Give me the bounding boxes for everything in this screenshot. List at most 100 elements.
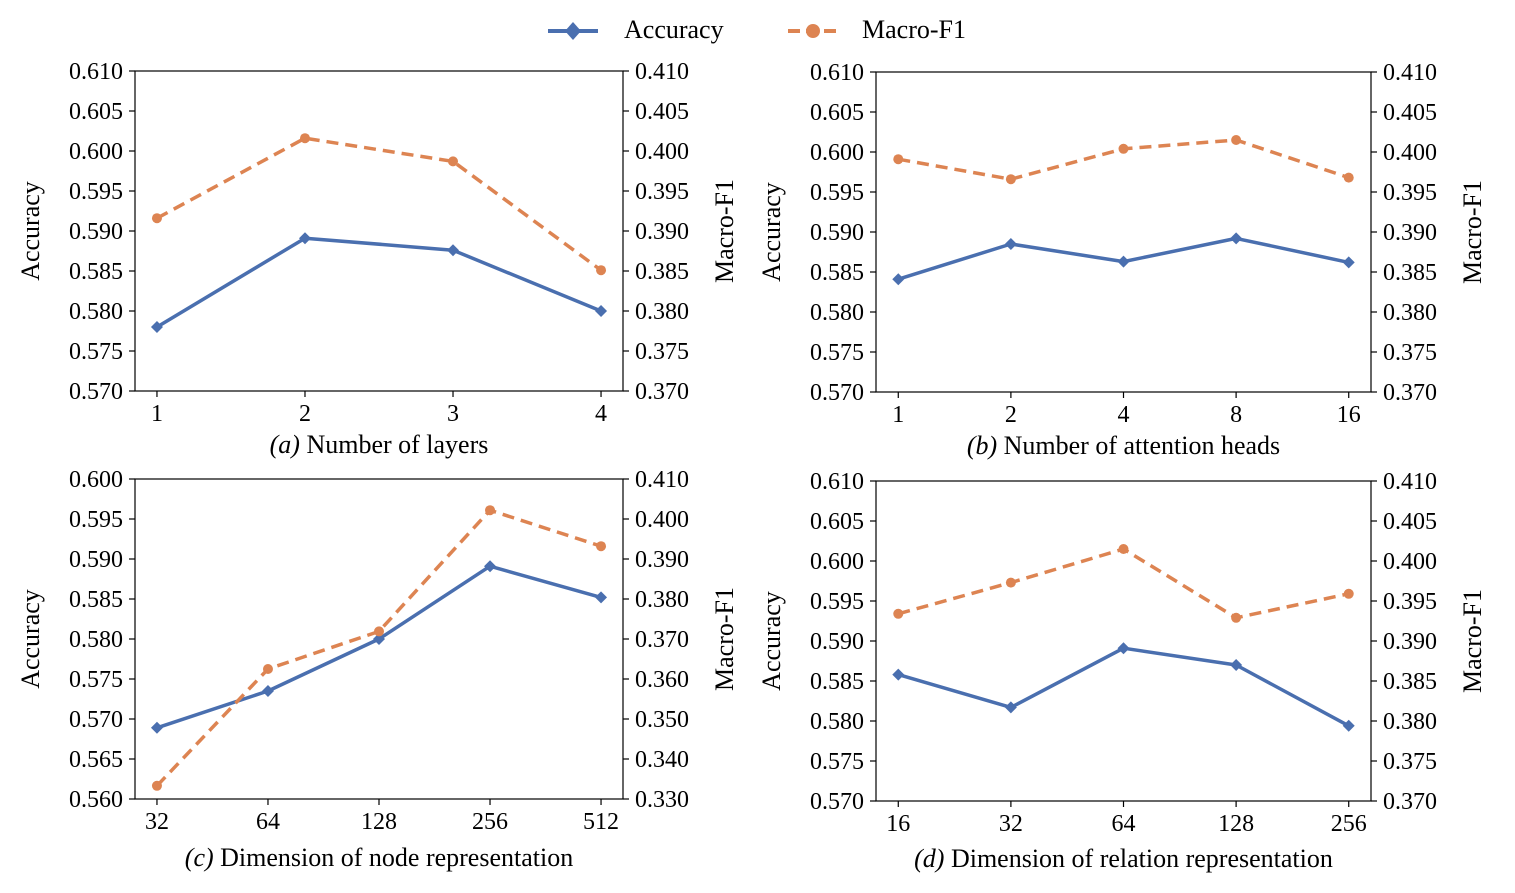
caption-title: Dimension of relation representation [944, 844, 1332, 873]
y-tick-label: 0.575 [810, 749, 864, 775]
y-tick-label: 0.580 [69, 627, 123, 653]
y-tick-label: 0.560 [69, 787, 123, 813]
macro-f1-point [1005, 577, 1016, 588]
y-tick-label: 0.590 [810, 220, 864, 246]
y2-tick-label: 0.375 [1383, 749, 1437, 775]
y2-tick-label: 0.395 [1383, 589, 1437, 615]
accuracy-point [1230, 659, 1243, 671]
y-tick-label: 0.570 [810, 380, 864, 406]
legend-accuracy-marker [565, 22, 581, 40]
y-axis-title: Accuracy [16, 589, 45, 689]
x-tick-label: 64 [256, 809, 280, 835]
y-tick-label: 0.590 [810, 629, 864, 655]
legend: Accuracy Macro-F1 [548, 15, 966, 44]
caption-title: Dimension of node representation [214, 843, 574, 872]
x-tick-label: 16 [886, 811, 910, 837]
x-tick-label: 1 [892, 402, 904, 428]
y2-tick-label: 0.380 [1383, 709, 1437, 735]
y2-tick-label: 0.375 [1383, 340, 1437, 366]
y-tick-label: 0.600 [69, 139, 123, 165]
x-tick-label: 2 [299, 401, 311, 427]
y-tick-label: 0.570 [69, 707, 123, 733]
macro-f1-point [448, 156, 459, 167]
y-tick-label: 0.590 [69, 547, 123, 573]
x-tick-label: 256 [1331, 811, 1367, 837]
caption-title: Number of layers [300, 430, 488, 459]
accuracy-point [298, 232, 311, 245]
macro-f1-line [156, 136, 603, 272]
accuracy-point [1117, 642, 1130, 655]
y2-tick-label: 0.375 [635, 339, 689, 365]
y2-tick-label: 0.370 [635, 627, 689, 653]
y2-tick-label: 0.400 [635, 507, 689, 533]
macro-f1-point [893, 608, 904, 619]
caption-prefix: (c) [185, 843, 214, 872]
panel-caption: (b) Number of attention heads [967, 431, 1280, 460]
y2-tick-label: 0.405 [1383, 100, 1437, 126]
y-tick-label: 0.595 [810, 180, 864, 206]
y2-tick-label: 0.400 [635, 139, 689, 165]
y2-tick-label: 0.370 [1383, 789, 1437, 815]
macro-f1-point [485, 505, 496, 516]
y2-tick-label: 0.410 [1383, 469, 1437, 495]
y-tick-label: 0.570 [810, 789, 864, 815]
y-tick-label: 0.605 [810, 100, 864, 126]
y2-axis-title: Macro-F1 [1458, 180, 1487, 284]
x-tick-label: 4 [1118, 402, 1130, 428]
y-tick-label: 0.595 [69, 179, 123, 205]
y-tick-label: 0.600 [810, 549, 864, 575]
macro-f1-point [1343, 588, 1354, 599]
accuracy-point [447, 244, 460, 257]
x-tick-label: 32 [999, 811, 1023, 837]
y-tick-label: 0.580 [69, 299, 123, 325]
legend-macro-label: Macro-F1 [862, 15, 966, 44]
macro-f1-line [897, 547, 1350, 620]
accuracy-point [1230, 232, 1243, 245]
y-tick-label: 0.595 [69, 507, 123, 533]
macro-f1-point [596, 541, 607, 552]
accuracy-point [150, 321, 163, 333]
y2-tick-label: 0.385 [635, 259, 689, 285]
accuracy-point [1342, 719, 1355, 732]
y2-tick-label: 0.350 [635, 707, 689, 733]
macro-f1-line [155, 508, 602, 788]
y2-tick-label: 0.405 [635, 99, 689, 125]
x-tick-label: 2 [1005, 402, 1017, 428]
x-tick-label: 32 [145, 809, 169, 835]
y2-tick-label: 0.390 [1383, 220, 1437, 246]
plot-frame [875, 480, 1372, 802]
accuracy-point [484, 560, 497, 573]
y2-tick-label: 0.410 [1383, 60, 1437, 86]
panel-d: 0.570 0.575 0.580 0.585 0.590 0.595 0.600 0.605… [757, 469, 1487, 873]
accuracy-point [595, 591, 608, 604]
accuracy-point [1004, 238, 1017, 250]
y2-tick-label: 0.410 [635, 59, 689, 85]
y-axis-title: Accuracy [16, 181, 45, 281]
accuracy-line [156, 564, 602, 730]
x-tick-label: 16 [1337, 402, 1361, 428]
y-tick-label: 0.580 [810, 709, 864, 735]
y2-tick-label: 0.385 [1383, 260, 1437, 286]
x-tick-label: 128 [1218, 811, 1254, 837]
accuracy-line [897, 646, 1350, 728]
y-tick-label: 0.580 [810, 300, 864, 326]
macro-f1-point [262, 664, 273, 674]
accuracy-point [1342, 256, 1355, 269]
panel-caption: (d) Dimension of relation representation [914, 844, 1333, 873]
legend-accuracy-label: Accuracy [624, 15, 724, 44]
accuracy-point [1004, 701, 1017, 714]
macro-f1-point [893, 154, 904, 165]
x-tick-label: 256 [472, 809, 508, 835]
y2-tick-label: 0.395 [1383, 180, 1437, 206]
y-tick-label: 0.605 [69, 99, 123, 125]
caption-prefix: (a) [270, 430, 300, 459]
y2-tick-label: 0.385 [1383, 669, 1437, 695]
accuracy-point [892, 273, 905, 286]
macro-f1-point [596, 265, 607, 276]
macro-f1-point [1343, 172, 1354, 183]
y2-tick-label: 0.380 [1383, 300, 1437, 326]
y2-tick-label: 0.410 [635, 467, 689, 493]
y2-tick-label: 0.340 [635, 747, 689, 773]
panels: 0.570 0.575 0.580 0.585 0.590 0.595 0.600 0.605… [16, 59, 1487, 873]
